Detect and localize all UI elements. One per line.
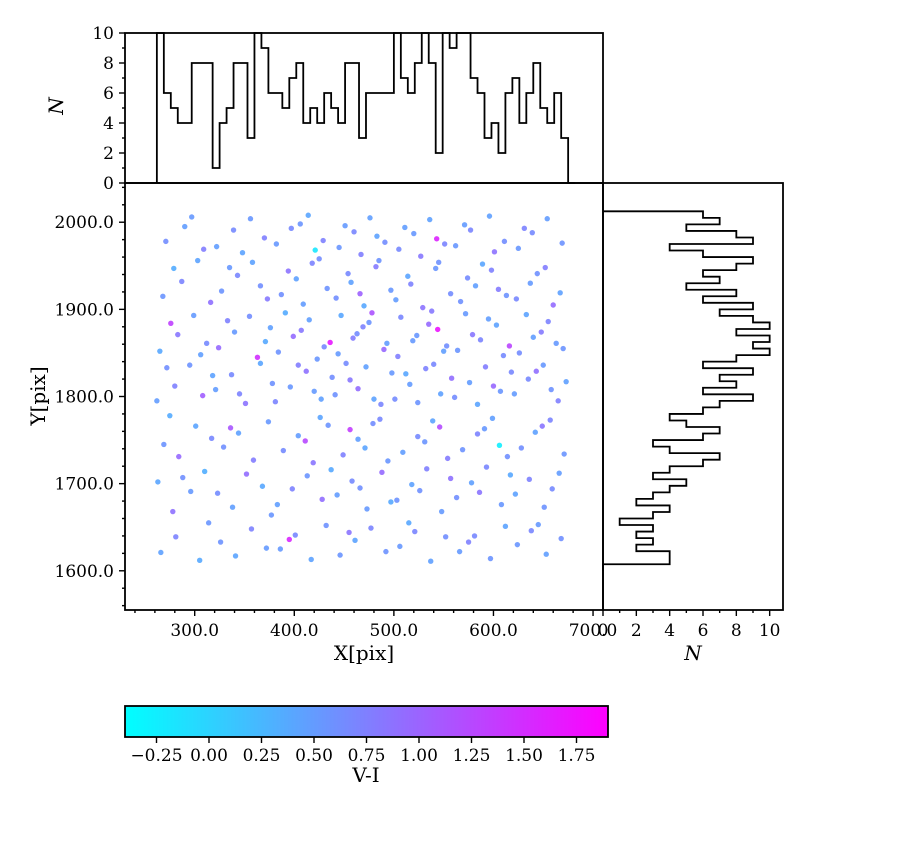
svg-text:6: 6 xyxy=(698,621,709,641)
svg-text:1.25: 1.25 xyxy=(453,746,491,766)
svg-text:400.0: 400.0 xyxy=(270,621,319,641)
tick-marks-and-labels: 300.0 400.0 500.0 600.0 700.0 1600.0 1700.0 180… xyxy=(55,24,781,641)
svg-text:1.00: 1.00 xyxy=(400,746,438,766)
svg-text:10: 10 xyxy=(92,24,114,44)
svg-text:8: 8 xyxy=(731,621,742,641)
scatter-plot xyxy=(154,212,569,564)
svg-text:700.0: 700.0 xyxy=(569,621,618,641)
svg-text:1900.0: 1900.0 xyxy=(55,300,114,320)
svg-text:300.0: 300.0 xyxy=(170,621,219,641)
svg-text:−0.25: −0.25 xyxy=(130,746,182,766)
top-histogram xyxy=(155,32,576,184)
svg-text:0: 0 xyxy=(598,621,609,641)
svg-text:1600.0: 1600.0 xyxy=(55,562,114,582)
svg-text:6: 6 xyxy=(103,84,114,104)
svg-text:0.25: 0.25 xyxy=(243,746,281,766)
right-histogram xyxy=(602,210,771,571)
svg-text:1.75: 1.75 xyxy=(558,746,596,766)
svg-text:0: 0 xyxy=(103,174,114,194)
right-hist-n-label: N xyxy=(684,641,702,665)
svg-text:0.75: 0.75 xyxy=(348,746,386,766)
svg-text:500.0: 500.0 xyxy=(370,621,419,641)
svg-text:2000.0: 2000.0 xyxy=(55,213,114,233)
svg-text:10: 10 xyxy=(759,621,781,641)
colorbar-label: V-I xyxy=(352,763,380,787)
top-hist-n-label: N xyxy=(44,97,68,115)
svg-text:1.50: 1.50 xyxy=(505,746,543,766)
svg-text:600.0: 600.0 xyxy=(469,621,518,641)
y-axis-label: Y[pix] xyxy=(26,366,50,426)
x-axis-label: X[pix] xyxy=(333,641,395,665)
svg-text:2: 2 xyxy=(103,144,114,164)
svg-text:2: 2 xyxy=(631,621,642,641)
svg-text:4: 4 xyxy=(103,114,114,134)
axes-frames xyxy=(124,32,784,611)
svg-text:4: 4 xyxy=(664,621,675,641)
colorbar: −0.25 0.00 0.25 0.50 0.75 1.00 1.25 1.50 1.75 xyxy=(124,705,609,766)
svg-text:1800.0: 1800.0 xyxy=(55,388,114,408)
svg-text:8: 8 xyxy=(103,54,114,74)
svg-text:1700.0: 1700.0 xyxy=(55,475,114,495)
svg-text:0.00: 0.00 xyxy=(190,746,228,766)
svg-text:0.50: 0.50 xyxy=(295,746,333,766)
